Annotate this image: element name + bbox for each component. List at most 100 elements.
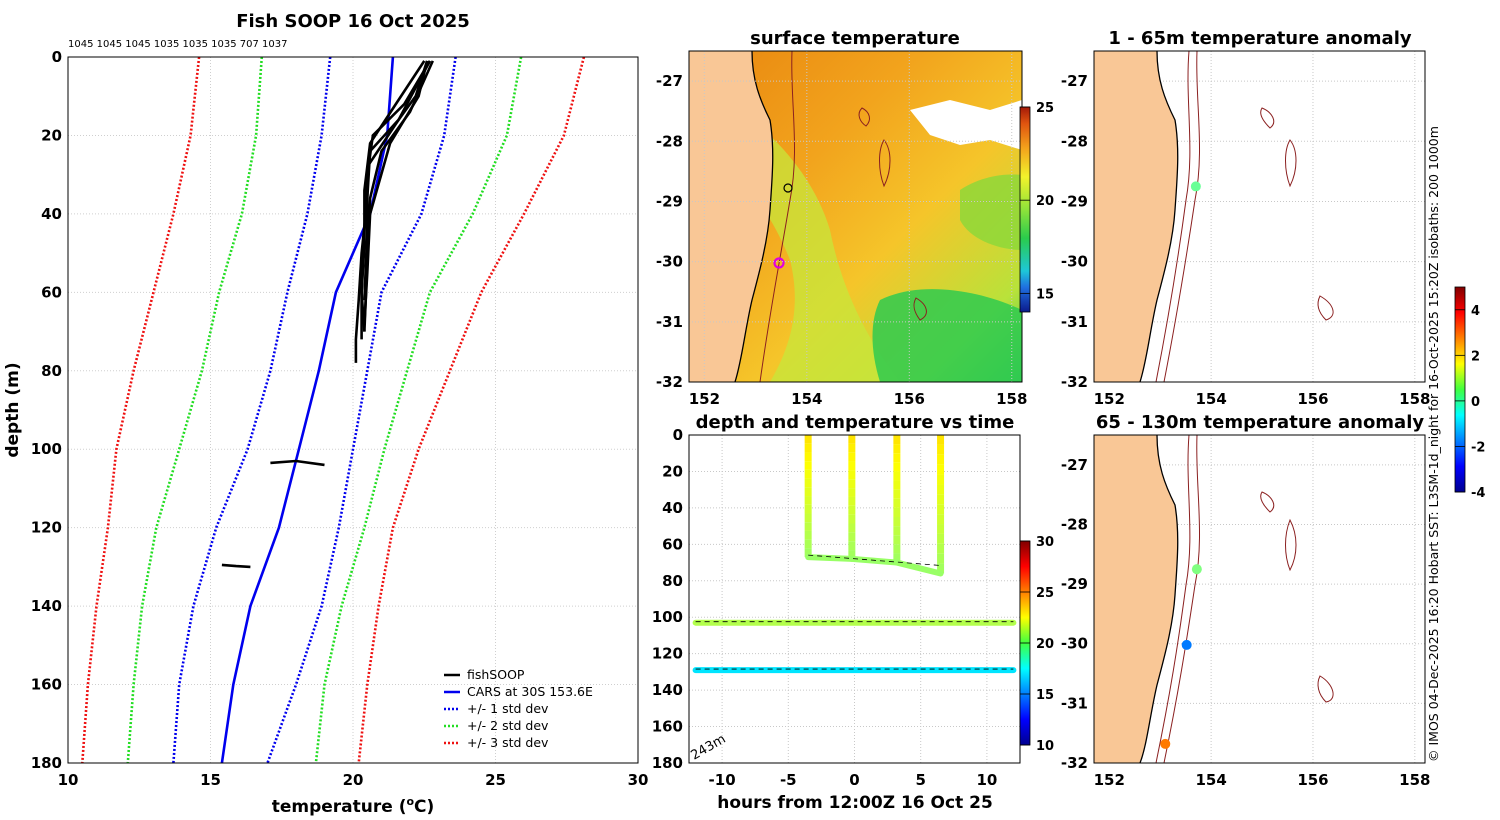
depth-time-colorbar-label: 10 bbox=[1036, 739, 1054, 754]
anomaly-shallow-isobath-1000 bbox=[1163, 51, 1200, 382]
anomaly-deep-ytick-label: -28 bbox=[1061, 515, 1088, 533]
anomaly-shallow-xtick-label: 152 bbox=[1094, 390, 1125, 408]
anomaly-shallow-panel: 152 154 156 158 -27 -28 -29 -30 -31 -32 1 - 65m t… bbox=[1061, 28, 1431, 408]
anomaly-deep-point bbox=[1160, 738, 1171, 749]
anomaly-deep-map bbox=[1094, 435, 1334, 763]
profile-ytick-label: 60 bbox=[41, 283, 62, 301]
profile-xtick-label: 20 bbox=[343, 771, 364, 789]
anomaly-shallow-ticks: 152 154 156 158 -27 -28 -29 -30 -31 -32 bbox=[1061, 72, 1431, 408]
profile-ytick-label: 100 bbox=[31, 440, 62, 458]
depth-time-ytick-label: 20 bbox=[662, 462, 683, 480]
depth-time-xtick-label: 5 bbox=[915, 771, 925, 789]
anomaly-shallow-ytick-label: -27 bbox=[1061, 72, 1088, 90]
anomaly-deep-land bbox=[1094, 435, 1178, 763]
std-dev-line bbox=[314, 57, 523, 763]
legend-label-3std: +/- 3 std dev bbox=[467, 735, 549, 750]
sst-ytick-label: -30 bbox=[656, 253, 683, 271]
cars-profile-line bbox=[220, 57, 395, 763]
fishsoop-profile-line bbox=[363, 60, 432, 301]
anomaly-shallow-coastline bbox=[1139, 51, 1179, 382]
anomaly-deep-point bbox=[1181, 639, 1192, 650]
anomaly-shallow-isobath-200 bbox=[1155, 51, 1191, 382]
std-dev-line bbox=[172, 57, 332, 763]
anomaly-shallow-ytick-label: -30 bbox=[1061, 253, 1088, 271]
anomaly-shallow-seamount-2 bbox=[1285, 139, 1297, 188]
depth-time-xtick-label: -5 bbox=[780, 771, 797, 789]
anomaly-shallow-seamount-3 bbox=[1317, 295, 1334, 321]
anomaly-deep-panel: 152 154 156 158 -27 -28 -29 -30 -31 -32 65 - 130m… bbox=[1061, 286, 1485, 789]
profile-xlabel-tail: C) bbox=[414, 797, 434, 817]
legend-label-fishsoop: fishSOOP bbox=[467, 667, 525, 682]
profile-xlabel-sup: o bbox=[406, 795, 414, 808]
sst-xtick-label: 158 bbox=[996, 390, 1027, 408]
profile-ytick-label: 80 bbox=[41, 362, 62, 380]
anomaly-colorbar-label: 0 bbox=[1471, 395, 1480, 410]
anomaly-deep-coastline bbox=[1139, 435, 1179, 763]
profile-ytick-label: 180 bbox=[31, 754, 62, 772]
sst-ticks: 152 154 156 158 -27 -28 -29 -30 -31 -32 bbox=[656, 72, 1028, 408]
sst-seamount-2 bbox=[879, 139, 891, 188]
sst-xtick-label: 154 bbox=[791, 390, 822, 408]
anomaly-deep-axes-box bbox=[1093, 434, 1426, 764]
sst-marker-cars bbox=[773, 257, 785, 269]
sst-xtick-label: 152 bbox=[689, 390, 720, 408]
anomaly-deep-ticks: 152 154 156 158 -27 -28 -29 -30 -31 -32 bbox=[1061, 456, 1431, 789]
anomaly-colorbar-label: -2 bbox=[1471, 440, 1485, 455]
anomaly-deep-ytick-label: -32 bbox=[1061, 754, 1088, 772]
sst-map-panel: 152 154 156 158 -27 -28 -29 -30 -31 -32 surface t… bbox=[656, 28, 1054, 408]
depth-time-xtick-label: 10 bbox=[976, 771, 997, 789]
profile-series-group bbox=[81, 57, 586, 763]
depth-time-xlabel: hours from 12:00Z 16 Oct 25 bbox=[717, 793, 993, 813]
anomaly-deep-isobath-200 bbox=[1155, 435, 1191, 763]
fishsoop-profile-line bbox=[360, 60, 426, 332]
anomaly-colorbar-label: -4 bbox=[1471, 486, 1485, 501]
anomaly-shallow-seamount-1 bbox=[1260, 107, 1275, 129]
anomaly-shallow-point bbox=[1190, 181, 1201, 192]
std-dev-line bbox=[81, 57, 201, 763]
profile-cast-depths: 1045 1045 1045 1035 1035 1035 707 1037 bbox=[68, 39, 287, 50]
profile-xlabel-main: temperature ( bbox=[272, 797, 407, 817]
legend-label-1std: +/- 1 std dev bbox=[467, 701, 549, 716]
profile-ytick-label: 120 bbox=[31, 519, 62, 537]
sst-ytick-label: -31 bbox=[656, 313, 683, 331]
sst-field-group bbox=[689, 51, 1022, 382]
anomaly-deep-title: 65 - 130m temperature anomaly bbox=[1096, 412, 1425, 433]
depth-time-ytick-label: 120 bbox=[652, 645, 683, 663]
depth-time-ytick-label: 180 bbox=[652, 754, 683, 772]
profile-ylabel: depth (m) bbox=[3, 362, 23, 457]
anomaly-deep-points bbox=[1160, 564, 1202, 749]
depth-time-title: depth and temperature vs time bbox=[696, 412, 1015, 433]
depth-time-ytick-label: 100 bbox=[652, 608, 683, 626]
anomaly-shallow-ytick-label: -31 bbox=[1061, 313, 1088, 331]
anomaly-colorbar-label: 2 bbox=[1471, 349, 1480, 364]
depth-time-colorbar-label: 20 bbox=[1036, 637, 1054, 652]
anomaly-deep-xtick-label: 152 bbox=[1094, 771, 1125, 789]
sst-colorbar-label: 20 bbox=[1036, 194, 1054, 209]
sst-xtick-label: 156 bbox=[894, 390, 925, 408]
anomaly-deep-ytick-label: -29 bbox=[1061, 575, 1088, 593]
cast-bottom-trace bbox=[805, 554, 855, 562]
profile-axes-box bbox=[67, 56, 639, 764]
profile-ytick-label: 40 bbox=[41, 205, 62, 223]
anomaly-deep-ytick-label: -31 bbox=[1061, 694, 1088, 712]
std-dev-line bbox=[266, 57, 457, 763]
fishsoop-profile-line bbox=[270, 459, 325, 467]
depth-time-colorbar-ticks: 10 15 20 25 30 bbox=[1020, 535, 1054, 754]
anomaly-deep-seamount-1 bbox=[1260, 491, 1275, 513]
anomaly-deep-xtick-label: 158 bbox=[1399, 771, 1430, 789]
sst-seamount-3 bbox=[913, 297, 927, 321]
sst-colorbar-label: 25 bbox=[1036, 101, 1054, 116]
anomaly-deep-isobath-1000 bbox=[1163, 435, 1200, 763]
legend-label-2std: +/- 2 std dev bbox=[467, 718, 549, 733]
anomaly-deep-xtick-label: 156 bbox=[1297, 771, 1328, 789]
sst-ytick-label: -27 bbox=[656, 72, 683, 90]
fishsoop-profile-line bbox=[221, 563, 251, 569]
cast-bottom-trace bbox=[848, 555, 900, 566]
profile-xtick-label: 25 bbox=[485, 771, 506, 789]
anomaly-shallow-map bbox=[1094, 51, 1334, 382]
sst-isobath-1000 bbox=[759, 51, 795, 382]
sst-colorbar bbox=[1019, 106, 1031, 313]
anomaly-colorbar-ticks: 4 2 0 -2 -4 bbox=[1455, 304, 1485, 501]
